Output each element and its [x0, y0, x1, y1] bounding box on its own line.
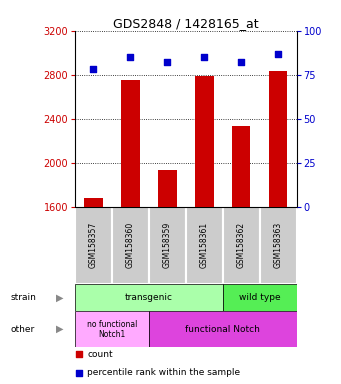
Text: GSM158357: GSM158357 — [89, 222, 98, 268]
Text: other: other — [10, 325, 34, 334]
Bar — [112, 207, 149, 284]
Text: no functional
Notch1: no functional Notch1 — [87, 319, 137, 339]
Text: GSM158363: GSM158363 — [274, 222, 283, 268]
Bar — [149, 311, 297, 347]
Point — [276, 51, 281, 57]
Bar — [75, 311, 149, 347]
Bar — [223, 207, 260, 284]
Bar — [195, 76, 213, 207]
Bar — [269, 71, 287, 207]
Bar — [223, 284, 297, 311]
Text: GSM158359: GSM158359 — [163, 222, 172, 268]
Text: wild type: wild type — [239, 293, 281, 302]
Text: ▶: ▶ — [56, 293, 63, 303]
Bar — [260, 207, 297, 284]
Bar — [84, 198, 103, 207]
Text: ▶: ▶ — [56, 324, 63, 334]
Point — [91, 66, 96, 73]
Text: transgenic: transgenic — [125, 293, 173, 302]
Text: count: count — [87, 350, 113, 359]
Bar — [158, 170, 177, 207]
Text: functional Notch: functional Notch — [186, 325, 260, 334]
Text: GSM158361: GSM158361 — [200, 222, 209, 268]
Bar — [149, 207, 186, 284]
Text: GSM158362: GSM158362 — [237, 222, 246, 268]
Bar — [186, 207, 223, 284]
Point — [128, 54, 133, 60]
Bar — [121, 80, 140, 207]
Bar — [75, 284, 223, 311]
Bar — [232, 126, 251, 207]
Title: GDS2848 / 1428165_at: GDS2848 / 1428165_at — [113, 17, 259, 30]
Bar — [75, 207, 112, 284]
Point — [77, 351, 82, 358]
Point — [165, 60, 170, 66]
Point — [202, 54, 207, 60]
Text: percentile rank within the sample: percentile rank within the sample — [87, 368, 240, 377]
Text: strain: strain — [10, 293, 36, 302]
Point — [77, 370, 82, 376]
Text: GSM158360: GSM158360 — [126, 222, 135, 268]
Point — [239, 60, 244, 66]
